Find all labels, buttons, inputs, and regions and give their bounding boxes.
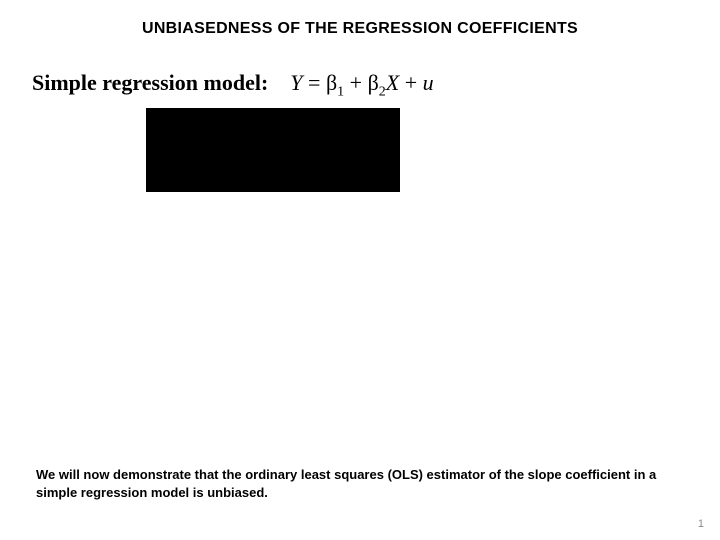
- model-equation-line: Simple regression model: Y = β1 + β2X + …: [32, 70, 434, 100]
- model-equation: Y = β1 + β2X + u: [290, 70, 433, 95]
- beta-1: β: [326, 70, 337, 95]
- black-box: [146, 108, 400, 192]
- beta-2: β: [368, 70, 379, 95]
- footer-text: We will now demonstrate that the ordinar…: [36, 466, 676, 501]
- sub-2: 2: [379, 84, 386, 99]
- page-number: 1: [698, 518, 704, 530]
- model-label: Simple regression model:: [32, 70, 268, 95]
- plus-2: +: [399, 70, 422, 95]
- var-u: u: [423, 70, 434, 95]
- equals: =: [303, 70, 326, 95]
- plus-1: +: [344, 70, 367, 95]
- page-title: UNBIASEDNESS OF THE REGRESSION COEFFICIE…: [0, 20, 720, 38]
- var-Y: Y: [290, 70, 302, 95]
- var-X: X: [386, 70, 399, 95]
